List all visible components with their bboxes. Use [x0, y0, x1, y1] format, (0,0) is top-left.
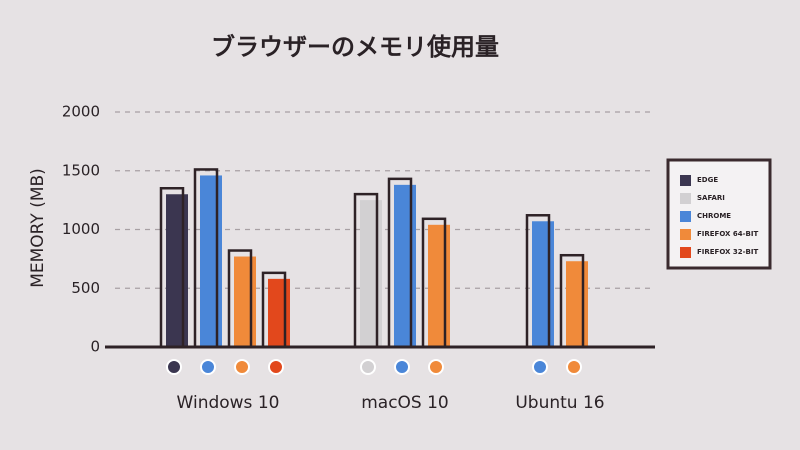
legend-label: FIREFOX 64-BIT — [697, 230, 758, 238]
bar — [166, 194, 188, 347]
browser-icon — [360, 359, 376, 375]
y-tick-label: 1000 — [62, 220, 100, 238]
legend-swatch — [680, 193, 691, 204]
browser-icon — [532, 359, 548, 375]
y-tick-label: 2000 — [62, 103, 100, 121]
bar — [394, 184, 416, 347]
legend-label: FIREFOX 32-BIT — [697, 248, 758, 256]
legend-label: CHROME — [697, 212, 731, 220]
bar — [360, 200, 382, 347]
x-tick-label: Ubuntu 16 — [515, 393, 604, 413]
chart-title: ブラウザーのメモリ使用量 — [211, 33, 499, 61]
bar — [428, 224, 450, 347]
browser-icon — [268, 359, 284, 375]
legend-swatch — [680, 175, 691, 186]
y-tick-label: 500 — [71, 279, 100, 297]
legend-label: SAFARI — [697, 194, 725, 202]
bar — [532, 221, 554, 347]
legend-swatch — [680, 229, 691, 240]
browser-icon — [200, 359, 216, 375]
legend-label: EDGE — [697, 176, 718, 184]
browser-icon — [566, 359, 582, 375]
y-tick-label: 1500 — [62, 161, 100, 179]
bar — [200, 175, 222, 347]
bar — [234, 256, 256, 347]
browser-icon — [428, 359, 444, 375]
browser-icon — [166, 359, 182, 375]
x-tick-label: Windows 10 — [177, 393, 280, 413]
browser-icon — [234, 359, 250, 375]
y-axis-label: MEMORY (MB) — [28, 168, 48, 288]
legend-swatch — [680, 211, 691, 222]
bar — [566, 261, 588, 347]
x-tick-label: macOS 10 — [361, 393, 449, 413]
browser-icon — [394, 359, 410, 375]
bar — [268, 278, 290, 347]
legend-swatch — [680, 247, 691, 258]
y-tick-label: 0 — [90, 338, 100, 356]
